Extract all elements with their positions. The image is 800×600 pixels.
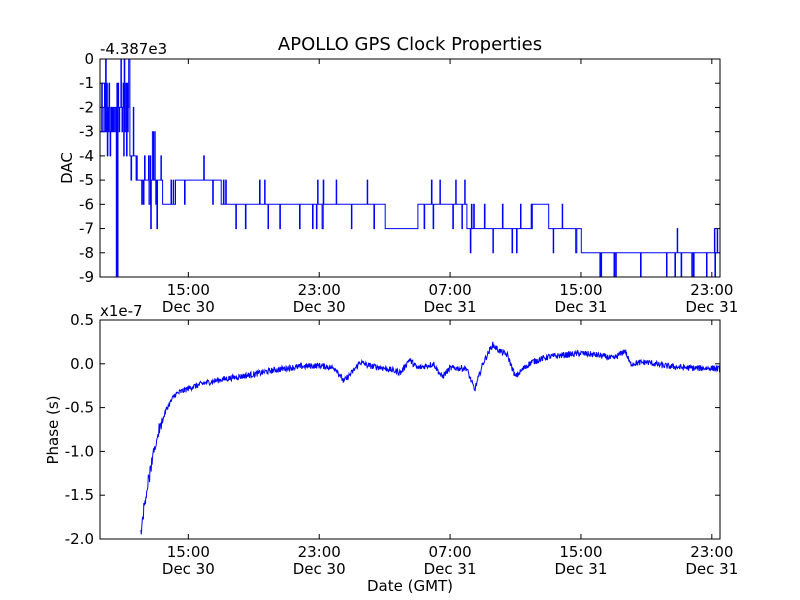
dac-series-line (100, 58, 720, 278)
dac-xtick-sublabel: Dec 30 (293, 298, 346, 316)
dac-xtick-sublabel: Dec 31 (424, 298, 477, 316)
phase-xtick-label: 23:00 (298, 543, 341, 561)
dac-axes-frame (99, 58, 721, 278)
dac-xtick-sublabel: Dec 31 (555, 298, 608, 316)
dac-subplot: -4.387e3 DAC 0-1-2-3-4-5-6-7-8-9 15:00De… (58, 40, 738, 316)
dac-axis-label: DAC (58, 152, 76, 184)
phase-xtick-sublabel: Dec 31 (424, 560, 477, 578)
dac-xtick-sublabel: Dec 31 (685, 298, 738, 316)
dac-ytick-label: -7 (79, 220, 94, 238)
phase-xtick-label: 15:00 (167, 543, 210, 561)
phase-ytick-label: -1.5 (65, 486, 94, 504)
dac-ytick-label: -2 (79, 98, 94, 116)
chart-title: APOLLO GPS Clock Properties (278, 34, 542, 55)
dac-xtick-sublabel: Dec 30 (162, 298, 215, 316)
dac-ytick-label: -4 (79, 147, 94, 165)
dac-ytick-label: -3 (79, 123, 94, 141)
dac-ytick-label: -6 (79, 195, 94, 213)
dac-offset-label: -4.387e3 (100, 40, 167, 58)
phase-xtick-sublabel: Dec 30 (162, 560, 215, 578)
dac-y-ticks: 0 -1 -2 -3 -4 -5 -6 -7 -8 -9 (79, 50, 720, 286)
dac-ytick-label: 0 (84, 50, 94, 68)
phase-xtick-sublabel: Dec 31 (555, 560, 608, 578)
phase-xtick-sublabel: Dec 30 (293, 560, 346, 578)
phase-y-ticks: 0.5 0.0 -0.5 -1.0 -1.5 -2.0 (65, 311, 720, 548)
dac-ytick-label: -5 (79, 171, 94, 189)
dac-xtick-label: 15:00 (167, 281, 210, 299)
phase-ytick-label: -2.0 (65, 530, 94, 548)
dac-xtick-label: 07:00 (428, 281, 471, 299)
phase-ytick-label: 0.5 (70, 311, 94, 329)
phase-ytick-label: -0.5 (65, 399, 94, 417)
phase-xtick-label: 07:00 (428, 543, 471, 561)
phase-subplot: x1e-7 Phase (s) 0.5 0.0 -0.5 -1.0 -1.5 -2.0 1… (44, 302, 738, 595)
dac-xtick-label: 23:00 (298, 281, 341, 299)
phase-xtick-label: 23:00 (690, 543, 733, 561)
dac-ytick-label: -1 (79, 74, 94, 92)
phase-axis-label: Phase (s) (44, 395, 62, 464)
phase-ytick-label: -1.0 (65, 442, 94, 460)
dac-ytick-label: -9 (79, 268, 94, 286)
phase-xtick-label: 15:00 (559, 543, 602, 561)
date-axis-label: Date (GMT) (367, 577, 453, 595)
dac-ytick-label: -8 (79, 244, 94, 262)
dac-xtick-label: 15:00 (559, 281, 602, 299)
phase-axes-frame (99, 319, 721, 540)
phase-ytick-label: 0.0 (70, 355, 94, 373)
dac-xtick-label: 23:00 (690, 281, 733, 299)
phase-series-line (140, 341, 721, 535)
phase-xtick-sublabel: Dec 31 (685, 560, 738, 578)
phase-offset-label: x1e-7 (100, 302, 143, 320)
